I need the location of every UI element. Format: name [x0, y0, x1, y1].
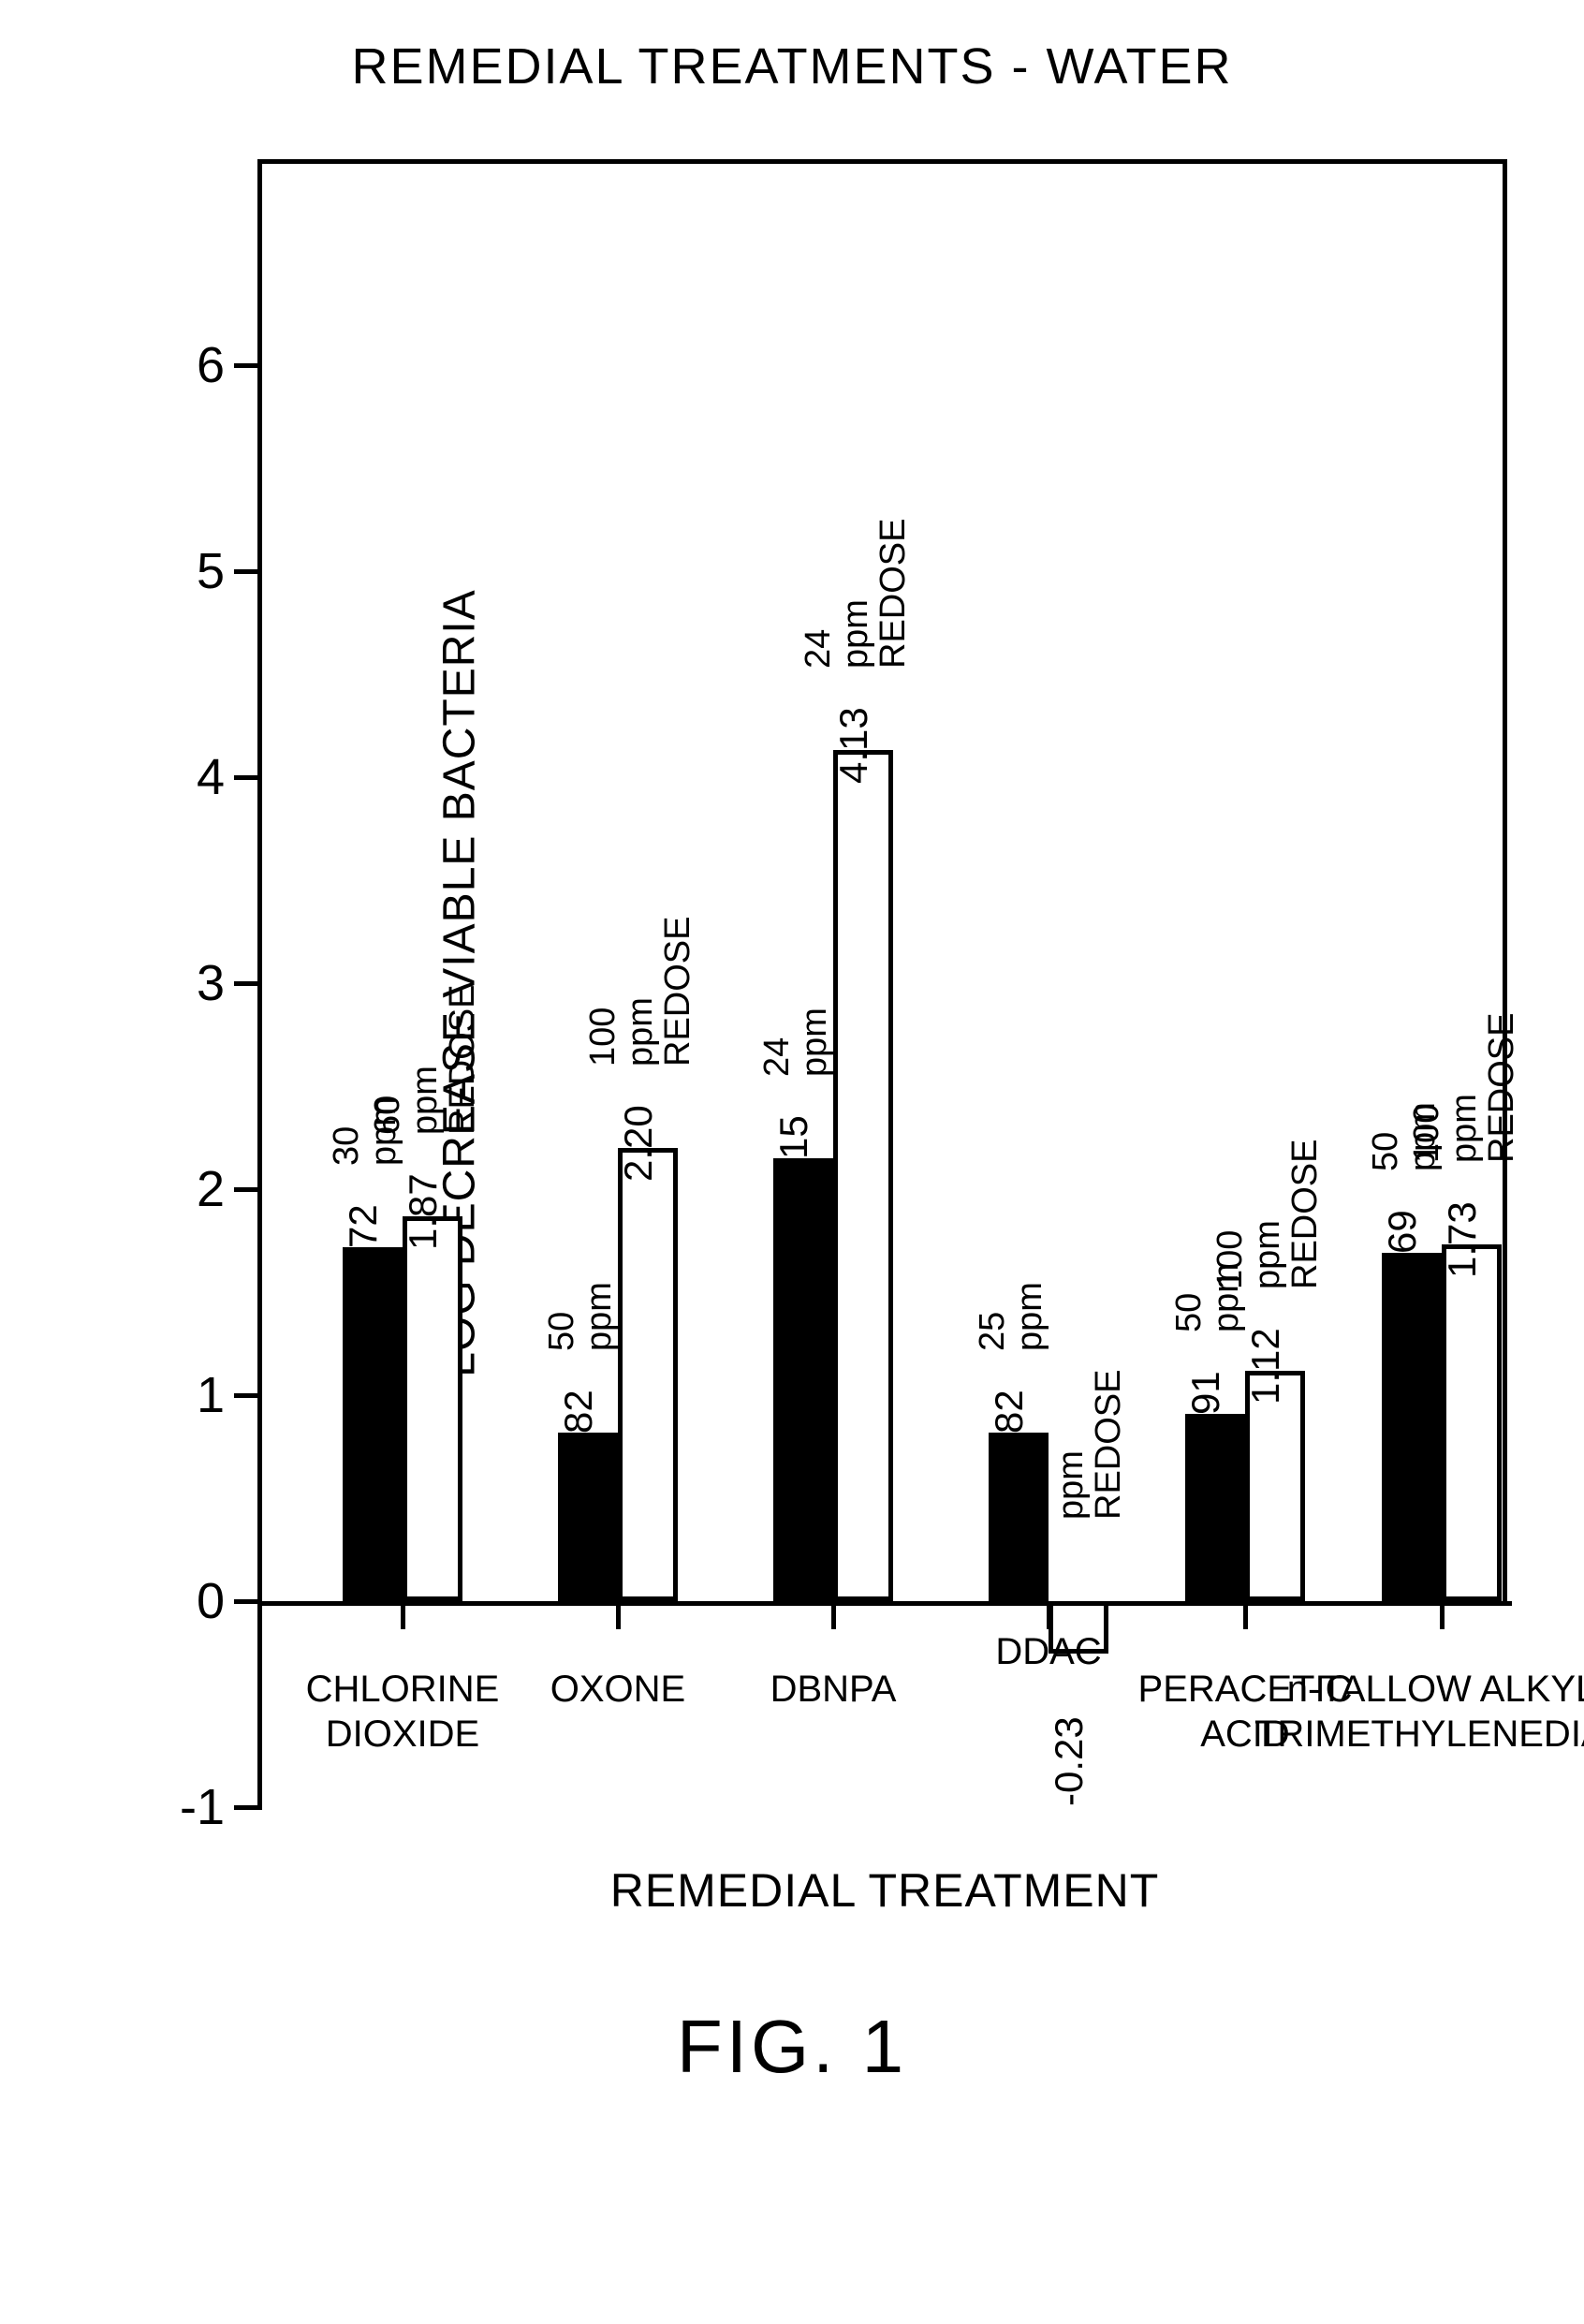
bar-annotation: 25	[973, 1311, 1013, 1350]
y-tick	[234, 1393, 262, 1398]
figure-label: FIG. 1	[37, 2004, 1547, 2090]
bar-annotation: ppm	[621, 997, 661, 1066]
bar-value-label: 1.12	[1243, 1328, 1288, 1405]
y-tick-label: 0	[150, 1572, 225, 1630]
bar-annotation: 50	[1014, 1480, 1054, 1520]
y-tick	[234, 569, 262, 574]
y-tick	[234, 1187, 262, 1192]
bar-value-label: 1.69	[1380, 1210, 1425, 1287]
bar	[833, 750, 893, 1601]
bar-annotation: ppm	[405, 1066, 446, 1135]
x-tick	[831, 1606, 836, 1629]
bar-annotation: ppm	[1248, 1220, 1288, 1289]
y-tick-label: 6	[150, 336, 225, 394]
y-tick	[234, 1599, 262, 1604]
x-tick	[401, 1606, 405, 1629]
bar-annotation: ppm	[579, 1282, 620, 1351]
category-label: n-TALLOW ALKYLTRIMETHYLENEDIAMINE	[1254, 1667, 1584, 1757]
bar-value-label: 1.72	[341, 1204, 386, 1281]
x-axis-line	[257, 1601, 1512, 1606]
bar-annotation: REDOSE	[1482, 1013, 1522, 1163]
y-tick	[234, 775, 262, 780]
bar-value-label: 2.20	[616, 1105, 661, 1182]
x-tick	[616, 1606, 621, 1629]
bar-value-label: 2.15	[771, 1115, 816, 1192]
bar-annotation: REDOSE	[658, 917, 698, 1066]
bar-annotation: 50	[1366, 1132, 1406, 1171]
bar-annotation: 50	[542, 1311, 582, 1350]
bar-value-label: 4.13	[831, 708, 876, 785]
x-tick	[1047, 1606, 1051, 1629]
bar-value-label: 1.87	[401, 1173, 446, 1250]
bar-annotation: REDOSE	[1285, 1139, 1326, 1288]
bar	[773, 1158, 833, 1601]
bar-annotation: REDOSE	[1089, 1370, 1129, 1520]
y-tick-label: 5	[150, 542, 225, 600]
bar-annotation: 100	[583, 1008, 623, 1066]
y-tick-label: 4	[150, 748, 225, 806]
chart-container: REMEDIAL TREATMENTS - WATER LOG DECREASE…	[37, 37, 1547, 2097]
bar-value-label: 0.91	[1183, 1371, 1228, 1448]
x-tick	[1440, 1606, 1445, 1629]
bar-annotation: 24	[799, 629, 839, 669]
bar-annotation: 50	[1169, 1293, 1210, 1332]
y-tick	[234, 1805, 262, 1810]
bar-annotation: ppm	[1445, 1094, 1485, 1163]
bar-annotation: 100	[1210, 1229, 1251, 1288]
bar	[403, 1216, 462, 1601]
bar	[1382, 1253, 1442, 1601]
y-tick	[234, 981, 262, 986]
bar-annotation: 100	[1407, 1104, 1447, 1163]
chart-title: REMEDIAL TREATMENTS - WATER	[37, 37, 1547, 96]
bar-value-label: 0.82	[556, 1390, 601, 1466]
bar-annotation: 24	[757, 1037, 798, 1077]
bar-value-label: 0.82	[987, 1390, 1032, 1466]
y-tick-label: 2	[150, 1160, 225, 1218]
bar-annotation: 30	[327, 1125, 367, 1165]
y-tick-label: 1	[150, 1366, 225, 1424]
bar	[1245, 1371, 1305, 1601]
bar-annotation: REDOSE	[873, 519, 914, 669]
bar	[1442, 1244, 1502, 1601]
bar-annotation: 60	[368, 1095, 408, 1134]
bar-annotation: ppm	[795, 1008, 835, 1077]
bar-annotation: ppm	[836, 599, 876, 669]
bar	[618, 1148, 678, 1601]
bar-value-label: 1.73	[1440, 1202, 1485, 1279]
bar-annotation: ppm	[1051, 1450, 1092, 1520]
bar-annotation: REDOSE	[443, 984, 483, 1134]
y-tick-label: 3	[150, 954, 225, 1012]
y-tick-label: -1	[150, 1778, 225, 1836]
x-tick	[1243, 1606, 1248, 1629]
x-axis-title: REMEDIAL TREATMENT	[262, 1863, 1507, 1918]
bar-annotation: ppm	[1010, 1282, 1050, 1351]
y-tick	[234, 363, 262, 368]
bar	[343, 1247, 403, 1601]
